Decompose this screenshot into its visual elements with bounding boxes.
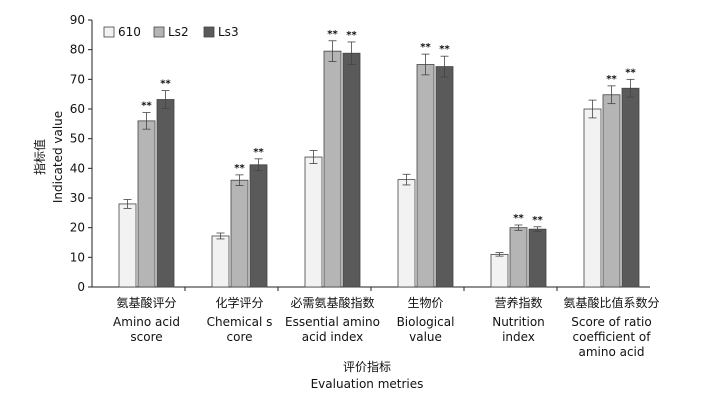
x-category-label: Essential amino [285, 315, 380, 329]
legend-label: Ls2 [168, 25, 189, 39]
bar [156, 99, 175, 288]
x-category-label: Biological [397, 315, 455, 329]
significance-label: ** [513, 213, 524, 224]
x-axis-title-cn: 评价指标 [343, 359, 391, 374]
significance-label: ** [439, 44, 450, 55]
significance-label: ** [160, 79, 171, 90]
bars-group: ** ** ** ** ** ** ** ** ** ** ** ** [118, 29, 640, 288]
x-category-label-cn: 必需氨基酸指数 [290, 295, 374, 310]
significance-label: ** [141, 101, 152, 112]
x-category-label: coefficient of [573, 330, 652, 344]
significance-label: ** [532, 215, 543, 226]
bar [602, 94, 621, 288]
y-axis-title-cn: 指标值 [32, 139, 47, 175]
legend: 610 Ls2 Ls3 [103, 25, 239, 39]
y-tick-label: 70 [70, 72, 85, 86]
bar [509, 227, 528, 288]
y-tick-label: 0 [77, 280, 85, 294]
bar [137, 120, 156, 288]
bar [397, 179, 416, 288]
x-axis-title: Evaluation metries [311, 377, 424, 391]
bar [528, 228, 547, 288]
bar [118, 203, 137, 288]
x-category-label: Score of ratio [571, 315, 651, 329]
x-category-label-cn: 氨基酸评分 [116, 295, 176, 310]
bar [490, 253, 509, 288]
y-tick-label: 40 [70, 161, 85, 175]
bar [583, 108, 602, 288]
significance-label: ** [606, 74, 617, 85]
significance-label: ** [253, 147, 264, 158]
x-category-label: index [502, 330, 535, 344]
x-category-label: Amino acid [113, 315, 180, 329]
y-tick-label: 20 [70, 221, 85, 235]
x-category-label: acid index [302, 330, 364, 344]
significance-label: ** [327, 29, 338, 40]
x-category-label-cn: 营养指数 [494, 295, 542, 310]
bar [304, 156, 323, 288]
bar [416, 64, 435, 288]
y-axis-title: Indicated value [51, 111, 65, 203]
x-category-label: core [227, 330, 253, 344]
legend-label: Ls3 [218, 25, 239, 39]
significance-label: ** [420, 42, 431, 53]
legend-swatch [153, 26, 165, 38]
x-category-label-cn: 氨基酸比值系数分 [563, 295, 659, 310]
x-category-label: amino acid [578, 345, 644, 359]
legend-swatch [203, 26, 215, 38]
x-category-label-cn: 化学评分 [215, 295, 263, 310]
bar [621, 87, 640, 288]
x-category-label: score [130, 330, 162, 344]
x-category-label: value [409, 330, 442, 344]
y-tick-label: 60 [70, 102, 85, 116]
x-category-label-cn: 生物价 [407, 296, 443, 310]
bar [230, 179, 249, 288]
bar [211, 235, 230, 288]
bar [342, 52, 361, 288]
x-category-label: Chemical s [207, 315, 273, 329]
y-tick-label: 10 [70, 250, 85, 264]
significance-label: ** [234, 163, 245, 174]
x-category-label: Nutrition [492, 315, 545, 329]
y-tick-label: 50 [70, 132, 85, 146]
y-tick-label: 90 [70, 13, 85, 27]
bar [249, 164, 268, 288]
significance-label: ** [625, 67, 636, 78]
bar [323, 50, 342, 288]
bar [435, 66, 454, 288]
legend-label: 610 [118, 25, 141, 39]
y-tick-label: 80 [70, 43, 85, 57]
significance-label: ** [346, 30, 357, 41]
legend-swatch [103, 26, 115, 38]
y-tick-label: 30 [70, 191, 85, 205]
